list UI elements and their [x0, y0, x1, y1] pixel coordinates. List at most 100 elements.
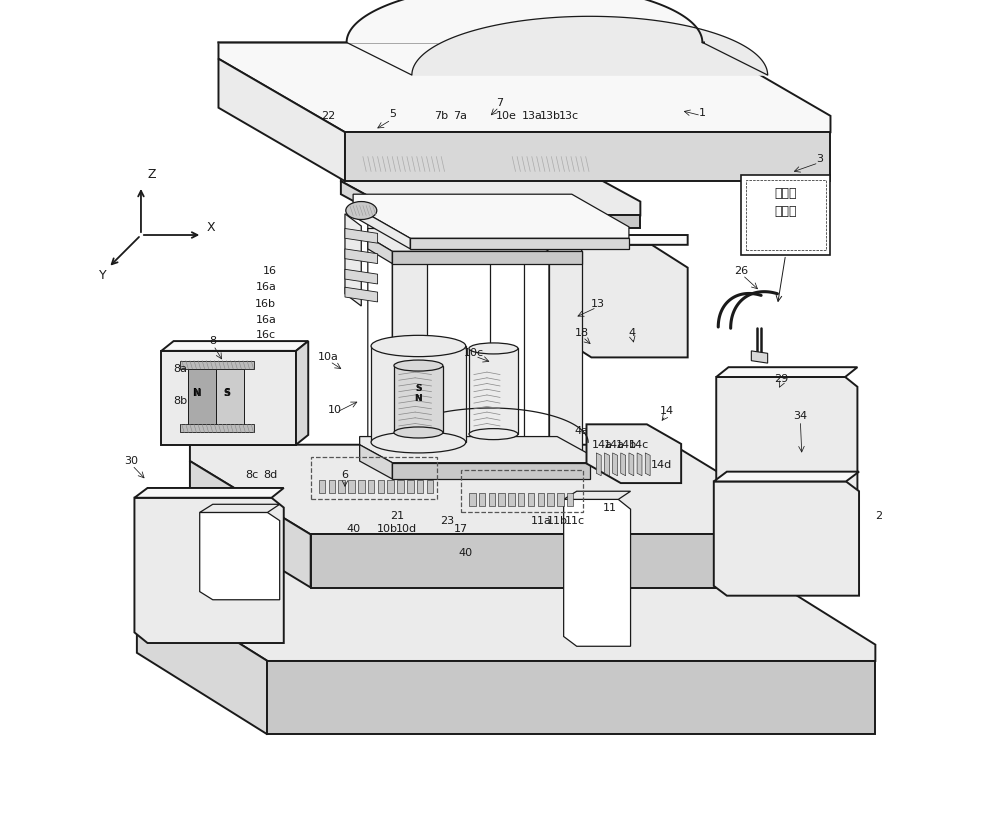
Polygon shape [392, 251, 582, 264]
Bar [180, 361, 254, 369]
Polygon shape [714, 472, 859, 481]
Polygon shape [392, 237, 427, 459]
Text: 11b: 11b [547, 516, 568, 526]
Polygon shape [368, 228, 582, 251]
Polygon shape [134, 498, 284, 643]
Text: 8a: 8a [173, 364, 187, 374]
Ellipse shape [394, 427, 443, 438]
Bar [741, 175, 830, 255]
Bar [358, 480, 365, 493]
Text: 10a: 10a [318, 353, 339, 362]
Polygon shape [200, 504, 280, 512]
Text: 40: 40 [346, 524, 360, 534]
Polygon shape [645, 453, 650, 476]
Bar [378, 480, 384, 493]
Polygon shape [345, 228, 378, 243]
Bar [557, 493, 564, 506]
Text: 4: 4 [629, 328, 636, 338]
Polygon shape [296, 341, 308, 445]
Polygon shape [161, 341, 308, 351]
Text: 3: 3 [816, 154, 823, 164]
Polygon shape [469, 348, 518, 434]
Polygon shape [345, 214, 361, 306]
Polygon shape [353, 206, 410, 249]
Polygon shape [564, 491, 631, 499]
Bar [547, 493, 554, 506]
Polygon shape [368, 222, 392, 459]
Polygon shape [188, 369, 216, 426]
Bar [498, 493, 505, 506]
Text: 7a: 7a [453, 111, 467, 121]
Ellipse shape [371, 335, 466, 357]
Polygon shape [524, 237, 549, 459]
Polygon shape [555, 245, 688, 357]
Text: 10d: 10d [396, 524, 417, 534]
Polygon shape [345, 132, 830, 181]
Polygon shape [404, 215, 640, 228]
Bar [538, 493, 544, 506]
Polygon shape [161, 351, 296, 445]
Text: 11: 11 [602, 503, 616, 512]
Polygon shape [190, 445, 794, 534]
Polygon shape [353, 194, 629, 238]
Bar [518, 493, 524, 506]
Text: 14c: 14c [629, 440, 649, 450]
Text: S: S [415, 384, 422, 393]
Polygon shape [360, 437, 590, 463]
Polygon shape [596, 453, 601, 476]
Bar [469, 493, 476, 506]
Text: 13a: 13a [522, 111, 543, 121]
Text: 14: 14 [659, 406, 674, 416]
Text: 10e: 10e [496, 111, 517, 121]
Text: 16: 16 [263, 266, 277, 276]
Bar [329, 480, 335, 493]
Polygon shape [311, 534, 794, 588]
Polygon shape [410, 238, 629, 249]
Text: 4a: 4a [575, 426, 589, 436]
Text: 16b: 16b [255, 299, 276, 308]
Polygon shape [216, 369, 244, 426]
Text: 8: 8 [209, 336, 216, 346]
Text: 18: 18 [575, 328, 589, 338]
Bar [479, 493, 485, 506]
Text: N: N [193, 388, 200, 398]
Text: 16a: 16a [255, 315, 276, 325]
Polygon shape [368, 237, 392, 264]
Polygon shape [524, 228, 582, 251]
Bar [311, 457, 437, 499]
Polygon shape [345, 287, 378, 302]
Bar [427, 480, 433, 493]
Polygon shape [218, 0, 704, 42]
Text: 13b: 13b [540, 111, 561, 121]
Bar [397, 480, 404, 493]
Polygon shape [368, 197, 415, 245]
Polygon shape [360, 445, 392, 479]
Text: 14b: 14b [616, 440, 637, 450]
Text: Z: Z [147, 168, 156, 181]
Polygon shape [392, 463, 590, 479]
Bar [746, 180, 826, 250]
Polygon shape [137, 563, 875, 661]
Polygon shape [368, 214, 427, 237]
Text: 30: 30 [124, 456, 138, 466]
Text: 2: 2 [875, 511, 882, 521]
Text: 21: 21 [390, 511, 404, 521]
Bar [508, 493, 515, 506]
Bar [567, 493, 573, 506]
Polygon shape [555, 235, 688, 245]
Text: 40: 40 [459, 548, 473, 558]
Text: 14a: 14a [604, 440, 625, 450]
Text: 22: 22 [322, 111, 336, 121]
Bar [417, 480, 423, 493]
Polygon shape [218, 42, 830, 132]
Bar [528, 493, 534, 506]
Polygon shape [412, 16, 769, 75]
Polygon shape [134, 488, 284, 498]
Text: S: S [415, 384, 422, 393]
Text: 13c: 13c [559, 111, 579, 121]
Text: 14d: 14d [651, 460, 672, 470]
Ellipse shape [394, 360, 443, 371]
Bar [368, 480, 374, 493]
Text: N: N [415, 393, 422, 403]
Text: 34: 34 [793, 411, 807, 421]
